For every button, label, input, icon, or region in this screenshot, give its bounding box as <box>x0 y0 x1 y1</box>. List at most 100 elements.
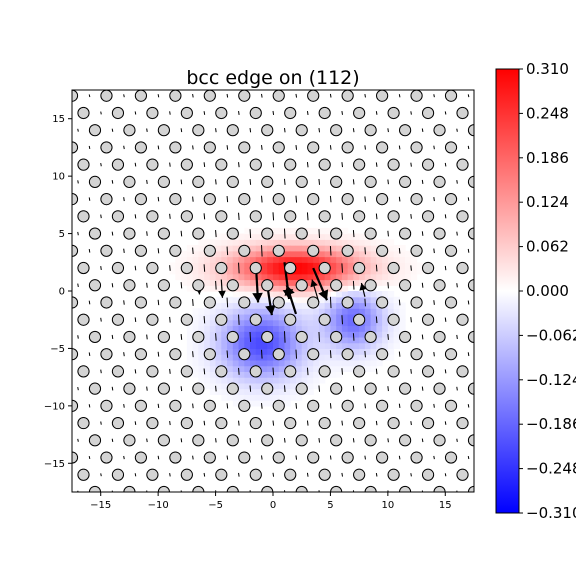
colorbar-tick-label: 0.062 <box>526 238 569 256</box>
quiver-dash <box>180 333 183 340</box>
atom-marker <box>480 90 491 101</box>
atom-marker <box>157 382 170 395</box>
atom-marker <box>376 399 389 412</box>
quiver-dash <box>146 282 148 288</box>
quiver-dash <box>318 331 321 342</box>
atom-marker <box>32 452 43 463</box>
quiver-dash <box>88 404 91 408</box>
atom-marker <box>318 365 331 378</box>
quiver-dash <box>352 230 355 238</box>
atom-marker <box>123 175 136 188</box>
atom-marker <box>272 244 285 257</box>
atom-marker <box>410 296 423 309</box>
quiver-dash <box>364 403 366 409</box>
atom-marker <box>398 279 412 292</box>
quiver-dash <box>192 403 194 409</box>
atom-marker <box>55 383 66 394</box>
colorbar-tick-label: 0.000 <box>526 282 569 300</box>
atom-marker <box>307 141 320 154</box>
atom-marker <box>376 193 389 206</box>
quiver-dash <box>238 472 240 477</box>
atom-marker <box>215 416 228 430</box>
quiver-dash <box>318 438 321 443</box>
atom-marker <box>123 382 136 395</box>
atom-marker <box>43 211 54 222</box>
quiver-dash <box>55 95 56 97</box>
quiver-dash <box>433 94 435 98</box>
atom-marker <box>203 90 216 102</box>
atom-marker <box>318 106 331 120</box>
atom-marker <box>55 125 66 136</box>
atom-marker <box>480 245 491 256</box>
atom-marker <box>238 141 251 154</box>
quiver-dash <box>480 112 481 115</box>
quiver-dash <box>88 94 91 98</box>
colorbar-tick-label: −0.248 <box>526 460 576 478</box>
atom-marker <box>249 468 262 481</box>
quiver-dash <box>272 161 275 168</box>
quiver-dash <box>123 197 125 202</box>
atom-marker <box>203 296 216 309</box>
atom-marker <box>169 193 182 206</box>
atom-marker <box>387 158 400 171</box>
quiver-dash <box>272 212 275 221</box>
quiver-dash <box>387 179 389 185</box>
atom-marker <box>192 124 205 137</box>
quiver-dash <box>157 248 160 254</box>
atom-marker <box>157 279 170 292</box>
y-tick-label: 5 <box>59 229 65 240</box>
atom-marker <box>456 210 469 223</box>
x-axis: −15 −10 −5 0 5 10 15 <box>90 492 452 511</box>
quiver-dash <box>100 111 102 115</box>
atom-marker <box>169 451 182 464</box>
atom-marker <box>307 451 320 464</box>
quiver-dash <box>261 145 263 150</box>
quiver-dash <box>169 265 171 271</box>
atom-marker <box>261 175 274 188</box>
quiver-dash <box>111 386 114 391</box>
quiver-dash <box>169 421 171 426</box>
quiver-dash <box>203 420 206 426</box>
atom-marker <box>272 451 285 464</box>
atom-marker <box>353 468 366 481</box>
atom-marker <box>480 452 491 463</box>
quiver-dash <box>77 438 79 442</box>
quiver-dash <box>100 214 102 219</box>
quiver-dash <box>467 248 470 253</box>
quiver-dash <box>444 473 447 477</box>
atom-marker <box>444 399 458 412</box>
atom-marker <box>480 194 491 205</box>
quiver-dash <box>134 162 137 167</box>
atom-marker <box>203 244 216 257</box>
quiver-dash <box>480 215 481 218</box>
quiver-dash <box>491 180 492 183</box>
atom-marker <box>261 279 274 292</box>
quiver-dash <box>157 299 160 306</box>
atom-marker <box>215 210 228 223</box>
atom-marker <box>387 210 400 223</box>
atom-marker <box>353 365 366 378</box>
atom-marker <box>376 141 389 154</box>
quiver-dash <box>100 162 102 167</box>
atom-marker <box>433 175 446 188</box>
quiver-dash <box>456 180 458 184</box>
atom-marker <box>77 313 90 326</box>
quiver-dash <box>480 370 481 373</box>
quiver-dash <box>203 264 206 272</box>
atom-marker <box>146 365 159 378</box>
colorbar-tick-label: 0.186 <box>526 149 569 167</box>
atom-marker <box>77 158 90 171</box>
colorbar-tick-label: 0.248 <box>526 104 569 122</box>
atom-marker <box>123 279 136 292</box>
atom-marker <box>387 106 400 120</box>
quiver-dash <box>480 163 481 166</box>
atom-marker <box>55 331 66 342</box>
quiver-dash <box>77 335 79 339</box>
quiver-dash <box>238 367 240 375</box>
quiver-dash <box>306 472 309 477</box>
quiver-dash <box>157 351 160 357</box>
quiver-dash <box>169 213 171 219</box>
displacement-arrow <box>218 279 226 298</box>
atom-marker <box>157 175 170 188</box>
quiver-dash <box>375 213 378 220</box>
